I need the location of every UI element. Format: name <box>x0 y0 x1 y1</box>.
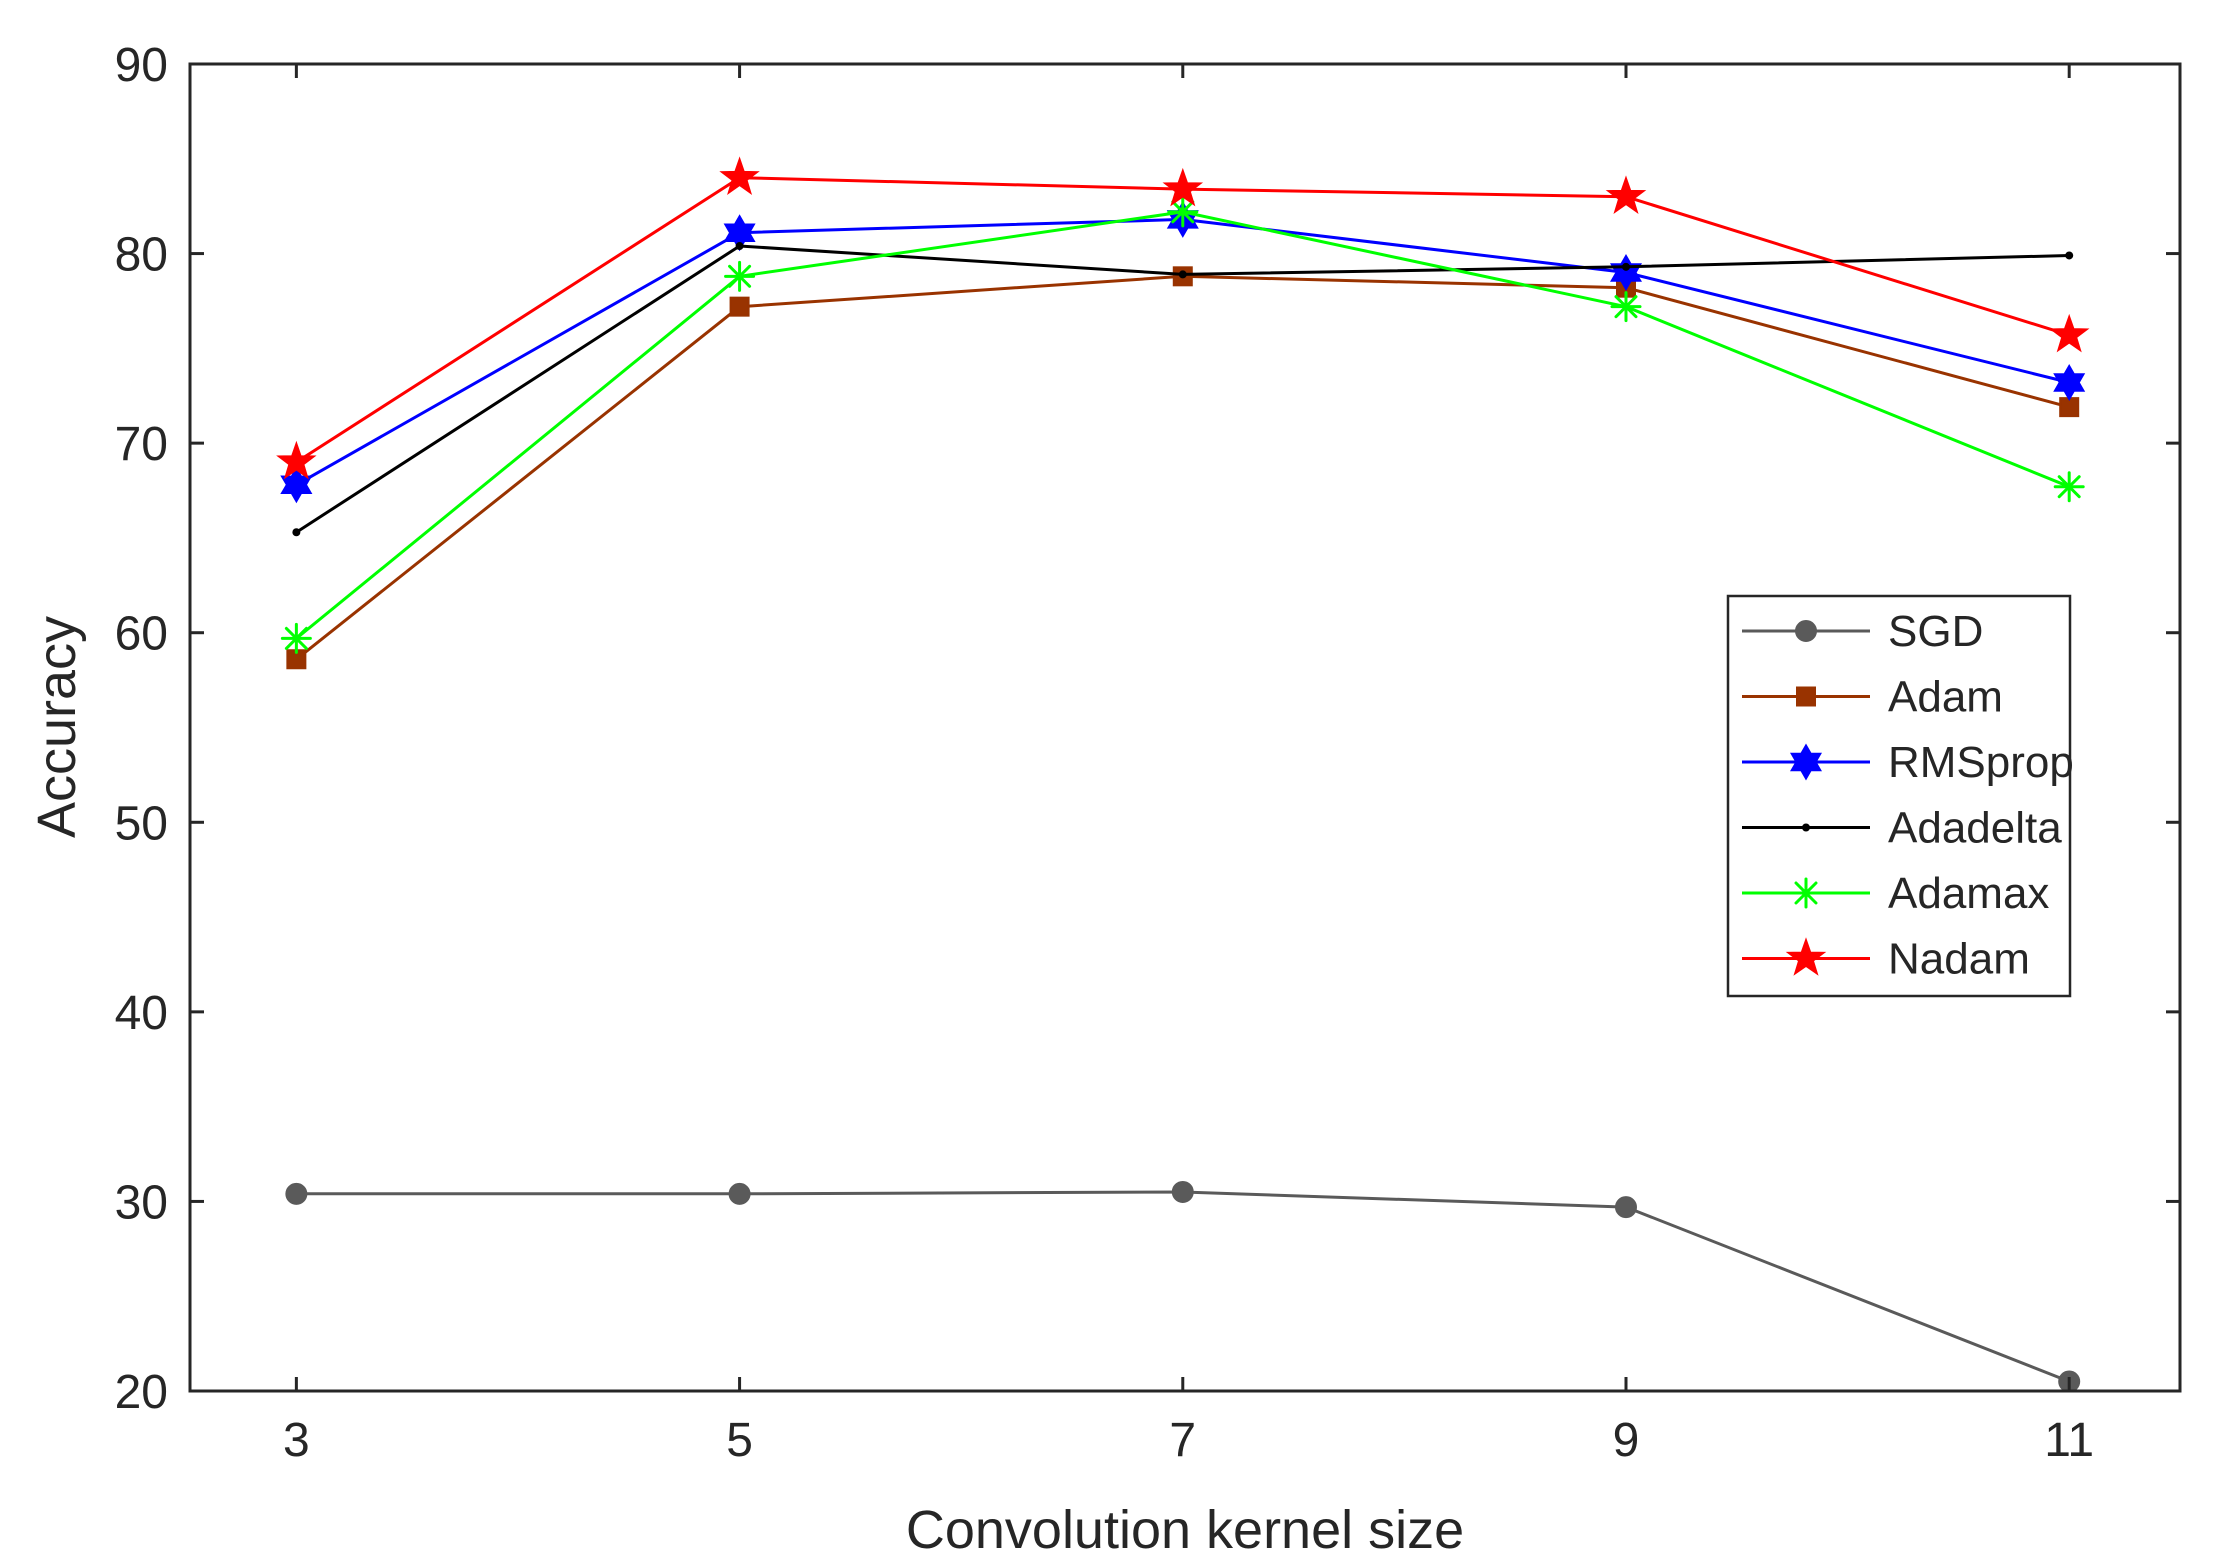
legend-marker-nadam <box>1785 937 1827 976</box>
legend-entry-adamax: Adamax <box>1742 869 2049 918</box>
data-point-adadelta <box>735 241 744 250</box>
data-point-nadam <box>719 156 760 195</box>
legend: SGD Adam RMSprop Adadelta Adamax Nadam <box>1726 594 2074 998</box>
data-point-adamax <box>1610 291 1642 323</box>
data-point-rmsprop <box>280 466 313 504</box>
x-tick-label: 5 <box>726 1414 753 1467</box>
series-adamax <box>280 196 2085 654</box>
y-tick-label: 50 <box>115 797 168 850</box>
data-point-adadelta <box>1178 270 1187 279</box>
y-tick-label: 70 <box>115 418 168 471</box>
data-point-sgd <box>285 1182 308 1205</box>
x-tick-label: 11 <box>2044 1414 2094 1467</box>
plot-frame <box>188 62 2182 1393</box>
legend-box <box>1726 594 2072 998</box>
y-tick-label: 90 <box>115 39 168 92</box>
series-sgd <box>285 1180 2081 1393</box>
legend-label-adam: Adam <box>1888 673 2003 722</box>
y-tick-label: 30 <box>115 1176 168 1229</box>
series-layer <box>276 156 2090 1393</box>
y-tick-label: 20 <box>115 1366 168 1419</box>
legend-label-adamax: Adamax <box>1888 869 2049 918</box>
legend-marker-adadelta <box>1802 823 1810 832</box>
y-tick-label: 60 <box>115 608 168 661</box>
data-point-adadelta <box>292 528 301 537</box>
legend-entry-nadam: Nadam <box>1742 935 2030 984</box>
legend-label-nadam: Nadam <box>1888 935 2030 984</box>
legend-marker-rmsprop <box>1790 743 1822 781</box>
x-tick-label: 9 <box>1613 1414 1640 1467</box>
legend-entry-adam: Adam <box>1742 673 2003 722</box>
legend-label-adadelta: Adadelta <box>1888 804 2062 853</box>
legend-marker-adam <box>1796 686 1816 707</box>
y-axis-title: Accuracy <box>27 616 87 838</box>
legend-entry-sgd: SGD <box>1742 607 1983 656</box>
legend-marker-adamax <box>1790 877 1822 909</box>
y-tick-label: 40 <box>115 987 168 1040</box>
data-point-adamax <box>280 622 312 654</box>
tick-layer: 3 5 7 9 11 20 30 40 50 60 70 80 90 <box>115 39 2180 1467</box>
series-adadelta <box>292 241 2074 537</box>
data-point-sgd <box>1171 1180 1194 1203</box>
data-point-adam <box>729 296 750 317</box>
data-point-rmsprop <box>1610 253 1642 292</box>
data-point-nadam <box>1162 167 1204 207</box>
legend-label-rmsprop: RMSprop <box>1888 738 2074 787</box>
legend-label-sgd: SGD <box>1888 607 1983 656</box>
legend-marker-sgd <box>1795 620 1817 642</box>
data-point-adamax <box>1167 196 1199 228</box>
y-tick-label: 80 <box>115 229 168 282</box>
data-point-nadam <box>276 440 317 480</box>
series-nadam <box>276 156 2090 480</box>
x-tick-label: 3 <box>283 1414 310 1467</box>
legend-entry-adadelta: Adadelta <box>1742 804 2062 853</box>
data-point-sgd <box>728 1182 751 1205</box>
x-axis-title: Convolution kernel size <box>906 1500 1464 1560</box>
data-point-nadam <box>1605 175 1647 214</box>
data-point-rmsprop <box>2053 363 2086 402</box>
data-point-nadam <box>2048 313 2090 353</box>
data-point-adamax <box>724 260 756 292</box>
data-point-sgd <box>1614 1196 1637 1219</box>
legend-entry-rmsprop: RMSprop <box>1742 738 2074 787</box>
data-point-adadelta <box>1621 262 1630 271</box>
x-tick-label: 7 <box>1169 1414 1196 1467</box>
data-point-adamax <box>2053 471 2085 503</box>
data-point-adadelta <box>2065 251 2074 260</box>
